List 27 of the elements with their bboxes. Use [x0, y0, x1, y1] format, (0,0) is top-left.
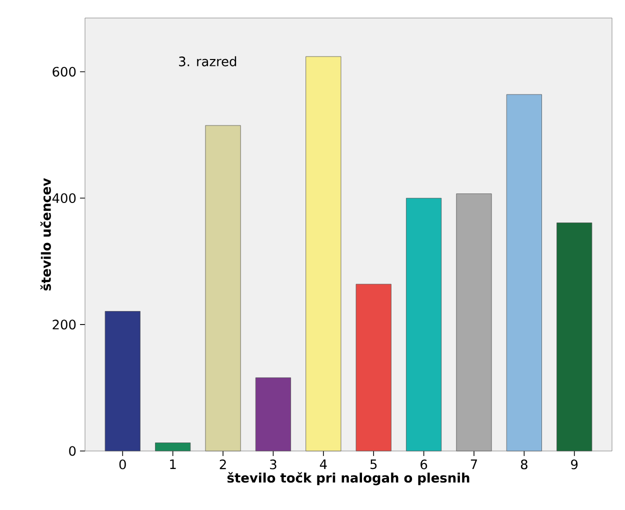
y-tick-label: 400: [52, 193, 76, 204]
bar: [306, 56, 342, 452]
x-tick-label: 0: [119, 460, 126, 470]
bar: [104, 311, 140, 452]
bar: [506, 94, 542, 452]
bar: [155, 442, 191, 452]
bar: [205, 125, 241, 452]
y-tick-label: 600: [52, 66, 76, 77]
x-tick-label: 1: [170, 460, 176, 469]
x-tick-label: 9: [571, 460, 578, 470]
annotation: 3. razred: [179, 56, 236, 66]
x-tick-label: 8: [520, 460, 528, 470]
x-tick-label: 6: [420, 460, 428, 470]
x-tick-label: 3: [270, 460, 276, 470]
x-tick-label: 4: [320, 460, 327, 469]
bar: [556, 222, 592, 452]
x-tick-label: 5: [370, 460, 377, 470]
x-tick-label: 7: [470, 460, 477, 469]
y-axis-title: število učencev: [40, 178, 51, 290]
bar: [456, 194, 492, 452]
x-tick-label: 2: [220, 460, 226, 470]
y-tick-label: 200: [52, 320, 76, 330]
y-tick-label: 0: [69, 446, 76, 456]
bar: [406, 198, 442, 452]
x-axis-title: število točk pri nalogah o plesnih: [227, 472, 470, 486]
bar: [356, 284, 392, 452]
bar: [255, 377, 291, 452]
